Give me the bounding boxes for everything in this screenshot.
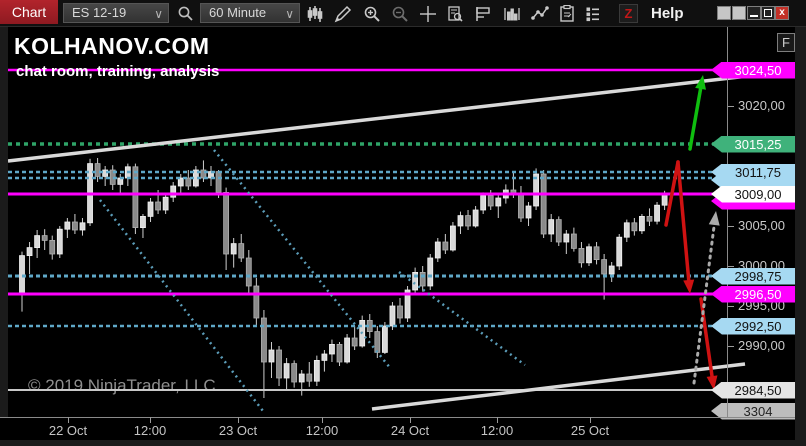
price-tick [727, 305, 734, 307]
left-border [0, 27, 8, 417]
time-label: 12:00 [133, 423, 167, 438]
price-tick-label: 3005,00 [738, 218, 785, 233]
time-tick [68, 417, 69, 423]
bottom-border [0, 440, 806, 446]
time-label: 24 Oct [390, 423, 430, 438]
right-border [795, 27, 806, 446]
price-tag: 2996,50 [711, 285, 795, 303]
time-tick [410, 417, 411, 423]
price-tag: 2984,50 [711, 381, 795, 399]
z-button[interactable]: Z [619, 4, 638, 23]
data-series-icon[interactable] [444, 3, 466, 24]
chart-region: © 2019 NinjaTrader, LLC KOLHANOV.COM cha… [0, 27, 806, 446]
strategies-icon[interactable] [529, 3, 551, 24]
properties-icon[interactable] [556, 3, 578, 24]
chart-subtitle: chat room, training, analysis [16, 63, 220, 80]
time-label: 23 Oct [218, 423, 258, 438]
crosshair-icon[interactable] [417, 3, 439, 24]
price-tag: 2992,50 [711, 317, 795, 335]
instrument-value: ES 12-19 [72, 5, 127, 20]
price-tag: 3009,00 [711, 185, 795, 203]
price-tick [727, 105, 734, 107]
chart-canvas[interactable]: © 2019 NinjaTrader, LLC [0, 27, 806, 446]
price-tick-label: 3020,00 [738, 98, 785, 113]
time-tick [238, 417, 239, 423]
price-tick [727, 345, 734, 347]
search-icon[interactable] [174, 3, 196, 24]
window-square-button-2[interactable] [732, 6, 746, 20]
price-tick [727, 265, 734, 267]
indicators-icon[interactable] [501, 3, 523, 24]
price-tag: 3011,75 [711, 163, 795, 181]
close-button[interactable]: x [775, 6, 789, 20]
minimize-button[interactable] [747, 6, 761, 20]
chart-trader-icon[interactable] [472, 3, 494, 24]
focus-corner-label[interactable]: F [777, 33, 795, 52]
chart-title: KOLHANOV.COM [14, 33, 210, 59]
chevron-down-icon: ∨ [285, 7, 294, 21]
ninjatrader-watermark: © 2019 NinjaTrader, LLC [28, 376, 216, 395]
time-tick [497, 417, 498, 423]
time-label: 22 Oct [48, 423, 88, 438]
price-tick [727, 225, 734, 227]
interval-value: 60 Minute [209, 5, 267, 20]
interval-select[interactable]: 60 Minute ∨ [200, 3, 300, 23]
pencil-icon[interactable] [332, 3, 354, 24]
price-axis-divider [727, 27, 728, 417]
zoom-in-icon[interactable] [361, 3, 383, 24]
time-label: 25 Oct [570, 423, 610, 438]
price-tag: 3304 [711, 402, 795, 420]
instrument-select[interactable]: ES 12-19 ∨ [63, 3, 169, 23]
price-tag: 2998,75 [711, 267, 795, 285]
maximize-button[interactable] [761, 6, 775, 20]
help-button[interactable]: Help [651, 5, 684, 22]
time-tick [322, 417, 323, 423]
price-tag: 3024,50 [711, 61, 795, 79]
maximize-icon [764, 9, 772, 17]
zoom-out-icon[interactable] [389, 3, 411, 24]
price-tick-label: 2990,00 [738, 338, 785, 353]
time-label: 12:00 [305, 423, 339, 438]
window-square-button-1[interactable] [717, 6, 731, 20]
close-icon: x [779, 7, 785, 18]
time-tick [150, 417, 151, 423]
price-tag: 3015,25 [711, 135, 795, 153]
minimize-icon [750, 15, 758, 17]
chevron-down-icon: ∨ [154, 7, 163, 21]
objects-list-icon[interactable] [582, 3, 604, 24]
time-label: 12:00 [480, 423, 514, 438]
tab-chart[interactable]: Chart [0, 0, 58, 24]
time-axis-divider [0, 417, 795, 418]
toolbar: Chart ES 12-19 ∨ 60 Minute ∨ [0, 0, 806, 27]
time-tick [590, 417, 591, 423]
chart-style-icon[interactable] [304, 3, 326, 24]
